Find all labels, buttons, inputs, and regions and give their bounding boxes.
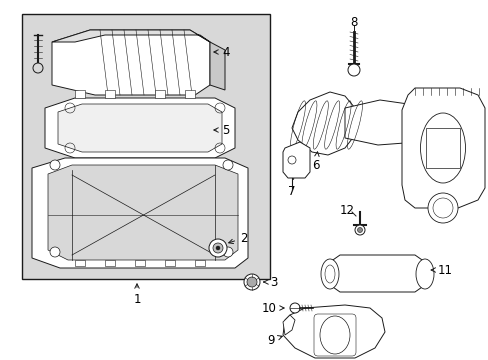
Ellipse shape bbox=[415, 259, 433, 289]
Text: 8: 8 bbox=[349, 15, 357, 28]
Polygon shape bbox=[401, 88, 484, 208]
Bar bbox=[155, 90, 164, 98]
Text: 9: 9 bbox=[267, 333, 282, 346]
Polygon shape bbox=[52, 30, 209, 95]
Bar bbox=[75, 90, 85, 98]
Circle shape bbox=[213, 243, 223, 253]
Bar bbox=[425, 128, 459, 168]
Polygon shape bbox=[209, 42, 224, 90]
Text: 7: 7 bbox=[287, 172, 296, 198]
Bar bbox=[164, 260, 175, 266]
Bar bbox=[75, 260, 85, 266]
Polygon shape bbox=[329, 255, 424, 292]
Text: 4: 4 bbox=[213, 45, 229, 59]
Circle shape bbox=[223, 247, 232, 257]
Polygon shape bbox=[48, 165, 238, 260]
Polygon shape bbox=[291, 92, 354, 155]
Circle shape bbox=[289, 303, 299, 313]
Circle shape bbox=[246, 277, 257, 287]
Polygon shape bbox=[45, 98, 235, 158]
Text: 10: 10 bbox=[262, 302, 284, 315]
Bar bbox=[105, 260, 115, 266]
Text: 6: 6 bbox=[311, 152, 319, 171]
Bar bbox=[22, 14, 269, 279]
Circle shape bbox=[347, 64, 359, 76]
Circle shape bbox=[50, 160, 60, 170]
Circle shape bbox=[427, 193, 457, 223]
Text: 1: 1 bbox=[133, 284, 141, 306]
Circle shape bbox=[357, 228, 362, 233]
Circle shape bbox=[354, 225, 364, 235]
Bar bbox=[105, 90, 115, 98]
Text: 5: 5 bbox=[213, 123, 229, 136]
Polygon shape bbox=[58, 104, 222, 152]
Polygon shape bbox=[283, 142, 309, 178]
Bar bbox=[184, 90, 195, 98]
Circle shape bbox=[216, 246, 220, 250]
Polygon shape bbox=[283, 315, 294, 335]
Polygon shape bbox=[52, 30, 209, 42]
Circle shape bbox=[223, 160, 232, 170]
Bar bbox=[195, 260, 204, 266]
Polygon shape bbox=[345, 100, 434, 145]
Circle shape bbox=[244, 274, 260, 290]
Text: 12: 12 bbox=[339, 203, 354, 216]
Circle shape bbox=[50, 247, 60, 257]
Bar bbox=[135, 260, 145, 266]
Ellipse shape bbox=[320, 259, 338, 289]
Polygon shape bbox=[32, 158, 247, 268]
Text: 3: 3 bbox=[263, 275, 277, 288]
Text: 2: 2 bbox=[228, 231, 247, 244]
Text: 11: 11 bbox=[430, 264, 452, 276]
Polygon shape bbox=[283, 305, 384, 358]
Circle shape bbox=[208, 239, 226, 257]
